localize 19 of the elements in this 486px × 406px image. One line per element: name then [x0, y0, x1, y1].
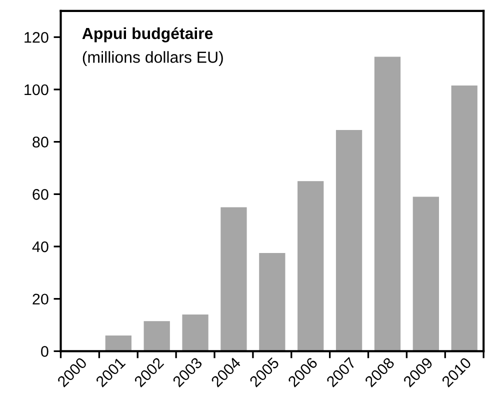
bar — [412, 196, 439, 352]
bar — [451, 86, 478, 352]
y-tick-label: 80 — [32, 136, 48, 148]
bar — [374, 56, 401, 352]
bar — [336, 130, 362, 352]
y-tick-label: 100 — [24, 84, 48, 96]
y-tick-label: 20 — [32, 294, 48, 305]
y-tick-label: 0 — [41, 346, 48, 357]
bar — [298, 181, 324, 352]
y-tick-label: 120 — [24, 32, 48, 43]
bar — [144, 321, 170, 352]
bar — [259, 253, 286, 352]
y-tick-label: 60 — [32, 189, 48, 200]
bar — [220, 207, 247, 352]
text: (millions dollars EU) — [82, 51, 223, 66]
bar — [105, 335, 132, 352]
text: Appui budgétaire — [82, 27, 213, 42]
bar — [182, 314, 208, 352]
y-tick-label: 40 — [32, 241, 48, 252]
